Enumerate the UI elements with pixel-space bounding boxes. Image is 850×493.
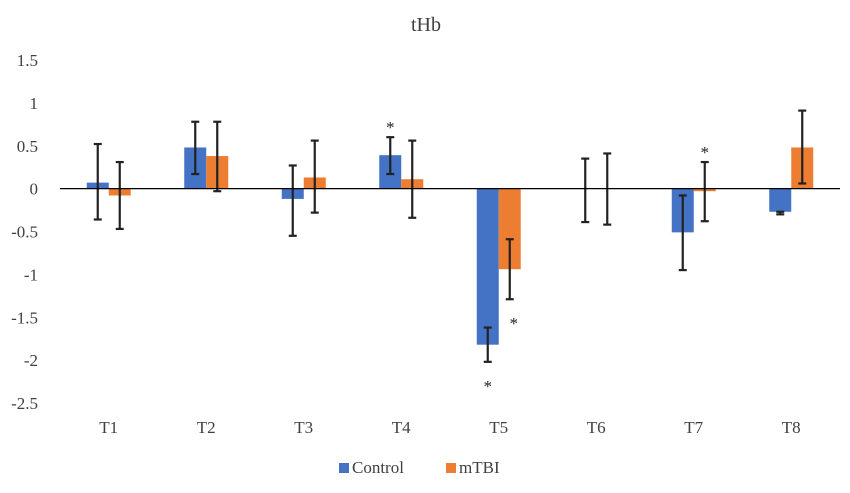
y-tick-label: -2.5 [11, 394, 38, 413]
error-bar-control-t8 [776, 210, 785, 216]
y-tick-label: -1.5 [11, 308, 38, 327]
error-bar-control-t3 [288, 164, 297, 237]
y-tick-label: -0.5 [11, 223, 38, 242]
error-bar-mtbi-t7 [700, 160, 709, 223]
legend-label-mtbi: mTBI [459, 458, 500, 477]
legend-swatch-mtbi [446, 463, 456, 473]
error-bar-mtbi-t4 [408, 139, 417, 219]
error-bars-group [93, 109, 807, 363]
x-tick-label: T3 [294, 418, 313, 437]
x-tick-label: T4 [392, 418, 411, 437]
y-tick-label: 0.5 [17, 137, 38, 156]
error-bar-control-t2 [191, 120, 200, 176]
error-bar-control-t4 [386, 136, 395, 176]
error-bar-control-t5 [483, 326, 492, 363]
y-tick-label: -2 [24, 351, 38, 370]
significance-star: * [510, 314, 519, 333]
x-tick-label: T7 [684, 418, 703, 437]
error-bar-mtbi-t8 [798, 109, 807, 185]
error-bar-mtbi-t3 [310, 139, 319, 214]
bar-control-t5 [476, 188, 499, 345]
y-tick-label: 0 [30, 180, 39, 199]
y-tick-label: -1 [24, 265, 38, 284]
x-axis-tick-labels: T1 T2 T3 T4 T5 T6 T7 T8 [99, 418, 800, 437]
chart-title: tHb [411, 14, 441, 36]
significance-star: * [484, 377, 493, 396]
x-tick-label: T8 [782, 418, 801, 437]
error-bar-mtbi-t2 [213, 120, 222, 193]
error-bar-control-t6 [581, 157, 590, 224]
legend-swatch-control [339, 463, 349, 473]
y-axis-tick-labels: 1.5 1 0.5 0 -0.5 -1 -1.5 -2 -2.5 [11, 51, 38, 413]
error-bar-mtbi-t5 [505, 238, 514, 301]
error-bar-control-t1 [93, 142, 102, 221]
error-bar-mtbi-t1 [115, 160, 124, 231]
x-tick-label: T5 [489, 418, 508, 437]
significance-markers: * * * * [386, 118, 709, 396]
y-tick-label: 1.5 [17, 51, 38, 70]
significance-star: * [701, 143, 710, 162]
significance-star: * [386, 118, 395, 137]
error-bar-control-t7 [678, 194, 687, 272]
legend: Control mTBI [339, 458, 500, 477]
bar-control-t8 [769, 188, 792, 212]
x-tick-label: T2 [197, 418, 216, 437]
x-tick-label: T6 [587, 418, 606, 437]
y-tick-label: 1 [30, 94, 39, 113]
legend-label-control: Control [352, 458, 404, 477]
bar-mtbi-t5 [498, 188, 521, 270]
x-tick-label: T1 [99, 418, 118, 437]
